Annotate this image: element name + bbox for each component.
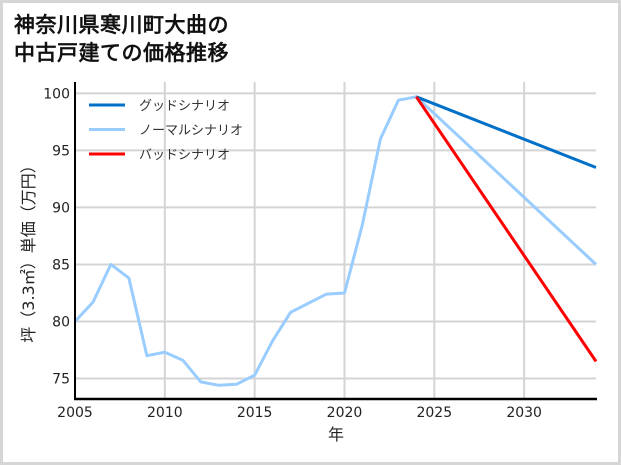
legend-label: ノーマルシナリオ [139, 124, 243, 139]
y-tick-label: 100 [43, 86, 70, 102]
y-tick-label: 95 [52, 143, 70, 159]
axes [74, 82, 597, 401]
series-lines [73, 95, 598, 387]
x-tick-label: 2025 [416, 405, 452, 421]
y-axis-label: 坪（3.3㎡）単価（万円） [19, 157, 38, 342]
series-line-1 [73, 95, 598, 387]
x-tick-label: 2010 [147, 405, 183, 421]
x-tick-label: 2015 [237, 405, 273, 421]
chart-title-line1: 神奈川県寒川町大曲の [14, 13, 229, 37]
legend-label: バッドシナリオ [139, 148, 230, 163]
x-tick-label: 2020 [327, 405, 363, 421]
grid-lines [75, 82, 596, 399]
chart-title-line2: 中古戸建ての価格推移 [14, 41, 229, 65]
y-tick-label: 90 [52, 200, 70, 216]
x-tick-label: 2005 [57, 405, 93, 421]
x-tick-label: 2030 [506, 405, 542, 421]
y-tick-label: 85 [52, 257, 70, 273]
legend-label: グッドシナリオ [139, 99, 230, 114]
x-tick-labels: 2005 2010 2015 2020 2025 2030 [57, 405, 542, 421]
series-line-2 [415, 95, 598, 363]
chart-title: 神奈川県寒川町大曲の 中古戸建ての価格推移 [14, 11, 229, 67]
y-tick-label: 80 [52, 314, 70, 330]
x-axis-label: 年 [328, 425, 344, 444]
series-line-0 [415, 95, 597, 169]
y-tick-label: 75 [52, 371, 70, 387]
y-tick-labels: 75 80 85 90 95 100 [43, 86, 70, 387]
